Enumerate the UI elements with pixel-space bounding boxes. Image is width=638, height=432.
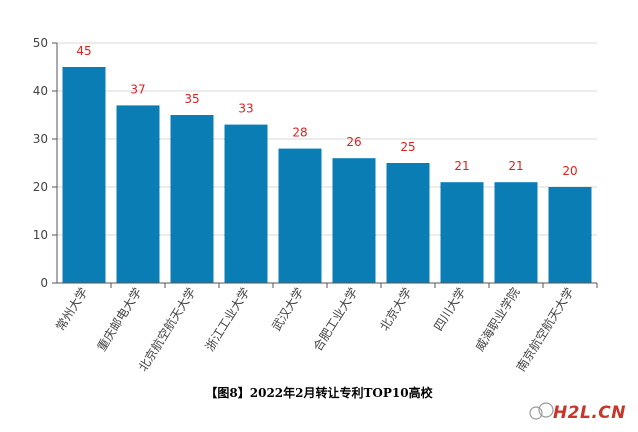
x-tick-label: 北京大学 (376, 285, 414, 334)
bar (224, 124, 268, 283)
x-tick-label: 四川大学 (430, 285, 468, 334)
x-tick-label: 南京航空航天大学 (513, 285, 577, 374)
bars (62, 67, 592, 284)
data-label: 33 (238, 102, 253, 116)
bar (116, 105, 160, 284)
watermark: H2L.CN (524, 393, 634, 427)
data-label: 21 (508, 159, 523, 173)
bar (386, 163, 430, 283)
bar (170, 115, 214, 283)
bar (278, 148, 322, 283)
bar (548, 187, 592, 283)
x-tick-label: 合肥工业大学 (310, 285, 361, 354)
watermark-logo-icon (529, 402, 554, 420)
figure-caption: 【图8】2022年2月转让专利TOP10高校 (205, 386, 433, 400)
y-tick-label: 0 (40, 276, 48, 290)
watermark-brand: H2L.CN (552, 403, 626, 423)
x-tick-label: 浙江工业大学 (202, 285, 253, 354)
y-tick-label: 20 (33, 180, 48, 194)
data-label: 28 (292, 126, 307, 140)
x-tick-label: 武汉大学 (268, 285, 306, 334)
data-labels: 45 37 35 33 28 26 25 21 21 20 (76, 44, 577, 178)
x-tick-label: 重庆邮电大学 (94, 285, 145, 354)
bar (62, 67, 106, 283)
axes: 0 10 20 30 40 50 (33, 36, 598, 290)
x-tick-label: 威海职业学院 (472, 285, 523, 354)
x-tick-label: 北京航空航天大学 (135, 285, 199, 374)
data-label: 21 (454, 159, 469, 173)
bar (332, 158, 376, 283)
data-label: 45 (76, 44, 91, 58)
x-tick-label: 常州大学 (52, 285, 90, 334)
data-label: 37 (130, 82, 145, 96)
data-label: 25 (400, 140, 415, 154)
data-label: 20 (562, 164, 577, 178)
y-tick-label: 10 (33, 228, 48, 242)
y-tick-label: 50 (33, 36, 48, 50)
bar (494, 182, 538, 283)
y-tick-label: 30 (33, 132, 48, 146)
y-tick-label: 40 (33, 84, 48, 98)
data-label: 35 (184, 92, 199, 106)
data-label: 26 (346, 135, 361, 149)
bar (440, 182, 484, 283)
